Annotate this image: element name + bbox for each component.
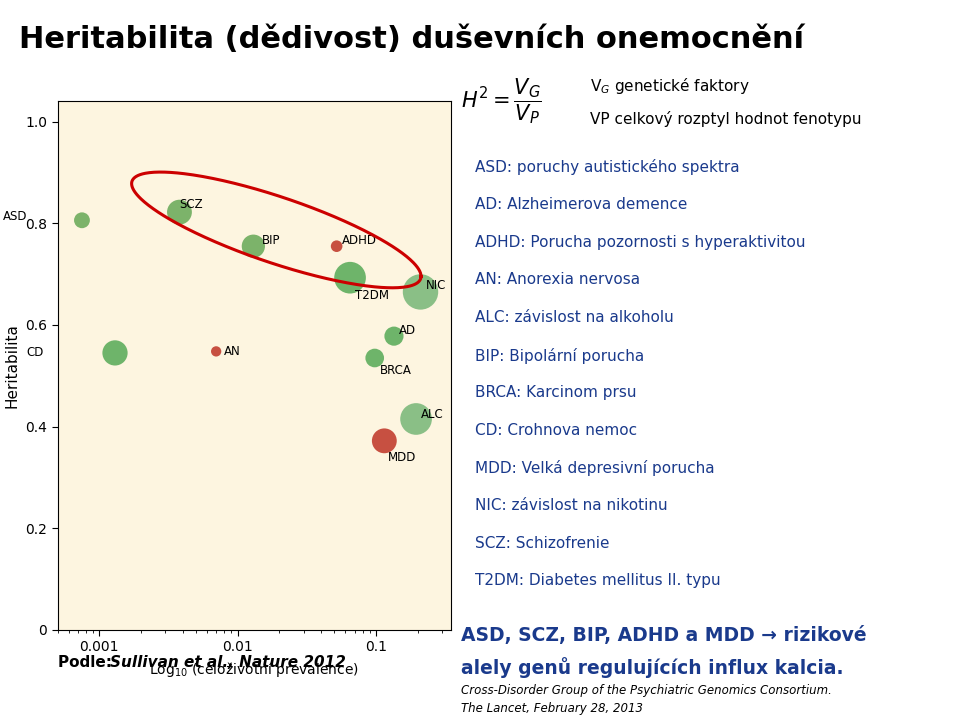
Text: SCZ: SCZ: [180, 198, 204, 211]
Text: CD: CD: [27, 346, 44, 359]
Point: [208, 345, 224, 357]
Text: ADHD: ADHD: [342, 234, 377, 247]
Text: Cross-Disorder Group of the Psychiatric Genomics Consortium.: Cross-Disorder Group of the Psychiatric …: [461, 684, 831, 697]
Point: [386, 330, 401, 342]
Text: ASD: ASD: [3, 210, 27, 223]
Point: [367, 352, 382, 363]
Point: [172, 206, 187, 218]
Text: NIC: NIC: [426, 279, 446, 292]
Text: AN: Anorexia nervosa: AN: Anorexia nervosa: [475, 272, 640, 287]
Y-axis label: Heritabilita: Heritabilita: [5, 323, 19, 408]
Point: [413, 286, 428, 298]
Text: BIP: Bipolární porucha: BIP: Bipolární porucha: [475, 348, 644, 363]
Text: CD: Crohnova nemoc: CD: Crohnova nemoc: [475, 423, 637, 438]
Point: [108, 347, 123, 358]
Text: MDD: Velká depresivní porucha: MDD: Velká depresivní porucha: [475, 460, 715, 476]
Text: ASD, SCZ, BIP, ADHD a MDD → rizikové: ASD, SCZ, BIP, ADHD a MDD → rizikové: [461, 626, 867, 645]
Text: Podle:: Podle:: [58, 655, 117, 670]
Text: MDD: MDD: [389, 451, 417, 464]
Text: T2DM: T2DM: [354, 289, 389, 302]
Text: AD: Alzheimerova demence: AD: Alzheimerova demence: [475, 197, 687, 212]
Text: ADHD: Porucha pozornosti s hyperaktivitou: ADHD: Porucha pozornosti s hyperaktivito…: [475, 235, 805, 250]
Text: ALC: závislost na alkoholu: ALC: závislost na alkoholu: [475, 310, 674, 325]
Text: ALC: ALC: [421, 408, 444, 421]
Point: [246, 240, 261, 252]
Point: [343, 272, 358, 284]
Text: VP celkový rozptyl hodnot fenotypu: VP celkový rozptyl hodnot fenotypu: [590, 111, 862, 127]
Text: NIC: závislost na nikotinu: NIC: závislost na nikotinu: [475, 498, 668, 513]
Text: alely genů regulujících influx kalcia.: alely genů regulujících influx kalcia.: [461, 657, 843, 678]
Point: [329, 240, 345, 252]
Text: BRCA: BRCA: [379, 364, 411, 377]
Text: AN: AN: [225, 345, 241, 358]
X-axis label: Log$_{10}$ (celoživotní prevalence): Log$_{10}$ (celoživotní prevalence): [150, 660, 359, 679]
Text: AD: AD: [399, 324, 417, 337]
Text: Sullivan et al., Nature 2012: Sullivan et al., Nature 2012: [110, 655, 347, 670]
Point: [408, 413, 423, 425]
Text: ASD: poruchy autistického spektra: ASD: poruchy autistického spektra: [475, 159, 740, 175]
Text: SCZ: Schizofrenie: SCZ: Schizofrenie: [475, 536, 610, 551]
Text: T2DM: Diabetes mellitus II. typu: T2DM: Diabetes mellitus II. typu: [475, 573, 721, 589]
Point: [74, 214, 89, 226]
Text: V$_G$ genetické faktory: V$_G$ genetické faktory: [590, 76, 750, 96]
Point: [376, 435, 392, 447]
Text: BRCA: Karcinom prsu: BRCA: Karcinom prsu: [475, 385, 636, 400]
Text: $H^2 = \dfrac{V_G}{V_P}$: $H^2 = \dfrac{V_G}{V_P}$: [461, 76, 541, 126]
Text: The Lancet, February 28, 2013: The Lancet, February 28, 2013: [461, 702, 643, 715]
Text: Heritabilita (dědivost) duševních onemocnění: Heritabilita (dědivost) duševních onemoc…: [19, 25, 804, 54]
Text: BIP: BIP: [262, 234, 280, 247]
